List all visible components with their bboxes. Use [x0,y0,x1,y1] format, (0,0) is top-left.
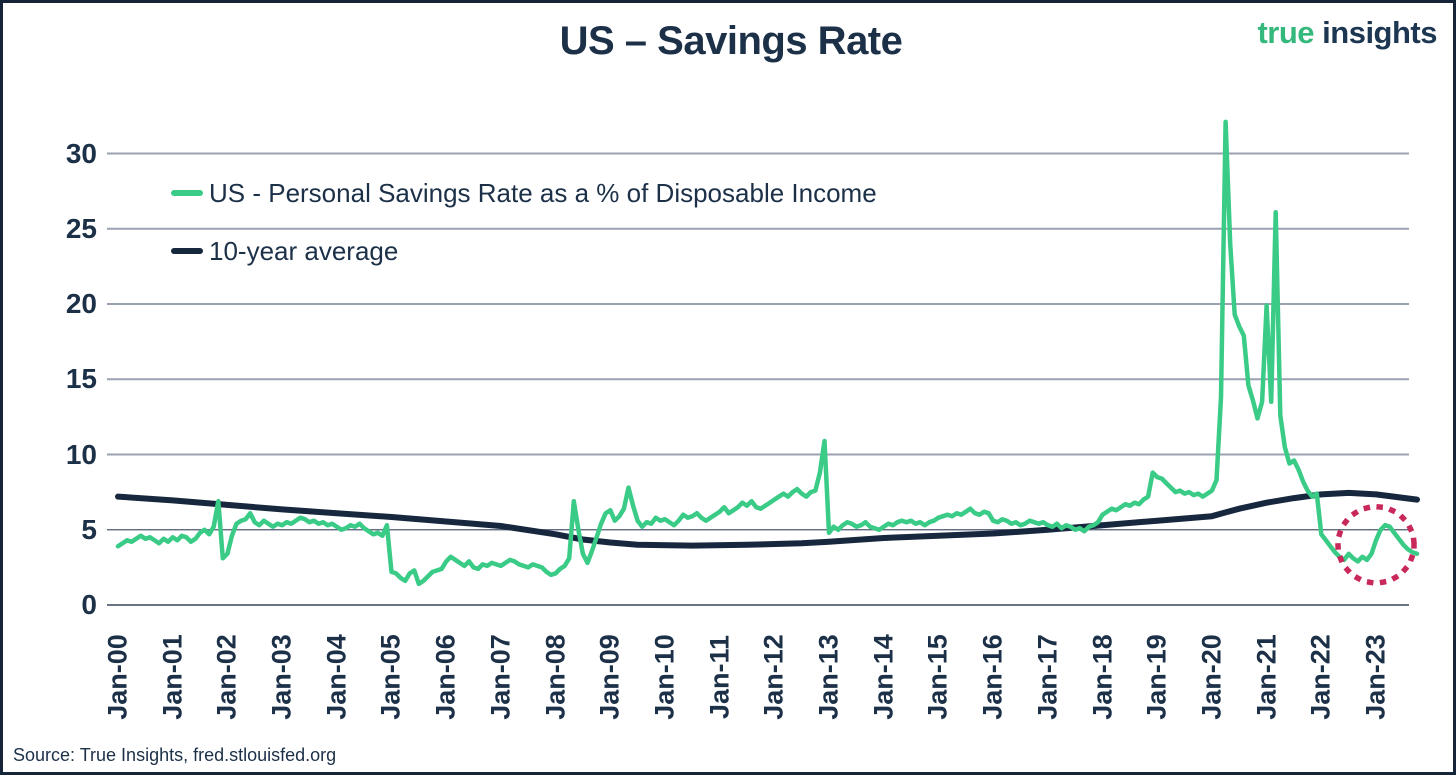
logo-word-true: true [1257,15,1315,50]
legend: US - Personal Savings Rate as a % of Dis… [171,175,877,291]
x-axis-label: Jan-00 [102,634,133,720]
x-axis-label: Jan-14 [868,634,899,720]
x-axis-label: Jan-20 [1196,634,1227,720]
y-axis-label: 20 [65,288,97,319]
x-axis-label: Jan-08 [540,634,571,720]
legend-label-savings-rate: US - Personal Savings Rate as a % of Dis… [209,177,877,208]
x-axis-label: Jan-11 [704,634,735,720]
x-axis-label: Jan-12 [758,634,789,720]
y-axis-label: 15 [65,363,97,395]
x-axis-label: Jan-04 [321,634,352,720]
x-axis-label: Jan-07 [485,634,516,720]
x-axis-label: Jan-19 [1141,634,1172,720]
x-axis-label: Jan-02 [211,634,242,720]
x-axis-label: Jan-05 [375,634,406,720]
x-axis-label: Jan-16 [977,634,1008,720]
x-axis-label: Jan-06 [430,634,461,720]
x-axis-label: Jan-22 [1305,634,1336,720]
ten-year-average-line [115,489,1420,549]
x-axis-label: Jan-03 [266,634,297,720]
y-axis-label: 10 [65,438,97,470]
legend-swatch-navy-line [171,248,203,254]
true-insights-logo: true insights [1257,15,1437,51]
highlight-circle-annotation [1335,504,1417,586]
savings-rate-line [115,119,1420,587]
x-axis-label: Jan-15 [922,634,953,720]
x-axis-label: Jan-18 [1087,634,1118,720]
y-axis-label: 25 [65,212,97,244]
y-axis-label: 30 [65,137,97,169]
x-axis-label: Jan-13 [813,634,844,720]
legend-item-savings-rate: US - Personal Savings Rate as a % of Dis… [171,175,877,211]
x-axis-label: Jan-23 [1360,634,1391,720]
x-axis-label: Jan-21 [1251,634,1282,720]
x-axis-label: Jan-10 [649,634,680,720]
legend-swatch-green-line [171,190,203,196]
x-axis-label: Jan-01 [157,634,188,720]
chart-svg [107,119,1420,606]
y-axis-label: 0 [81,589,97,620]
chart-title: US – Savings Rate [559,19,903,63]
source-note: Source: True Insights, fred.stlouisfed.o… [13,745,337,765]
logo-word-insights: insights [1322,15,1437,50]
x-axis-label: Jan-17 [1032,634,1063,720]
x-axis-label: Jan-09 [594,634,625,720]
legend-label-10-year-average: 10-year average [209,235,399,266]
y-axis-label: 5 [81,513,97,545]
legend-item-10-year-average: 10-year average [171,233,877,269]
